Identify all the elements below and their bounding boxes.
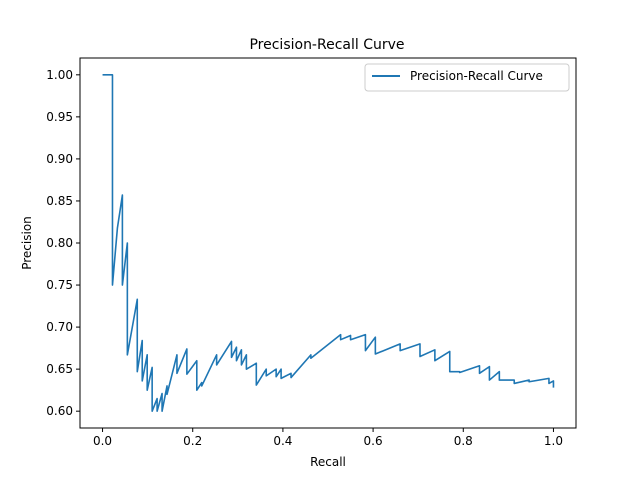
y-tick-label: 0.65 — [46, 362, 73, 376]
y-axis-label: Precision — [20, 216, 34, 270]
series-line-0 — [102, 74, 555, 412]
series-group — [102, 74, 555, 412]
y-tick-label: 0.85 — [46, 194, 73, 208]
y-tick-label: 0.60 — [46, 404, 73, 418]
plot-area: 0.0 0.2 0.4 0.6 0.8 1.0 0.600.650.700.750.800… — [46, 57, 577, 448]
x-tick-label: 0.4 — [273, 434, 292, 448]
x-tick-label: 1.0 — [544, 434, 563, 448]
legend: Precision-Recall Curve — [364, 63, 570, 92]
x-axis-label: Recall — [310, 455, 346, 469]
legend-box — [364, 63, 570, 92]
y-tick-label: 1.00 — [46, 68, 73, 82]
legend-label: Precision-Recall Curve — [410, 69, 543, 83]
x-tick-label: 0.8 — [454, 434, 473, 448]
x-axis-ticks: 0.0 0.2 0.4 0.6 0.8 1.0 — [93, 428, 563, 448]
x-tick-label: 0.2 — [183, 434, 202, 448]
x-tick-label: 0.6 — [364, 434, 383, 448]
y-axis-ticks: 0.60 0.65 0.70 0.75 0.80 0.85 0.90 0.95 1.00 — [46, 68, 80, 418]
y-tick-label: 0.95 — [46, 110, 73, 124]
y-tick-label: 0.70 — [46, 320, 73, 334]
chart-title: Precision-Recall Curve — [249, 37, 404, 53]
x-tick-label: 0.0 — [93, 434, 112, 448]
y-tick-label: 0.75 — [46, 278, 73, 292]
y-tick-label: 0.80 — [46, 236, 73, 250]
y-tick-label: 0.90 — [46, 152, 73, 166]
